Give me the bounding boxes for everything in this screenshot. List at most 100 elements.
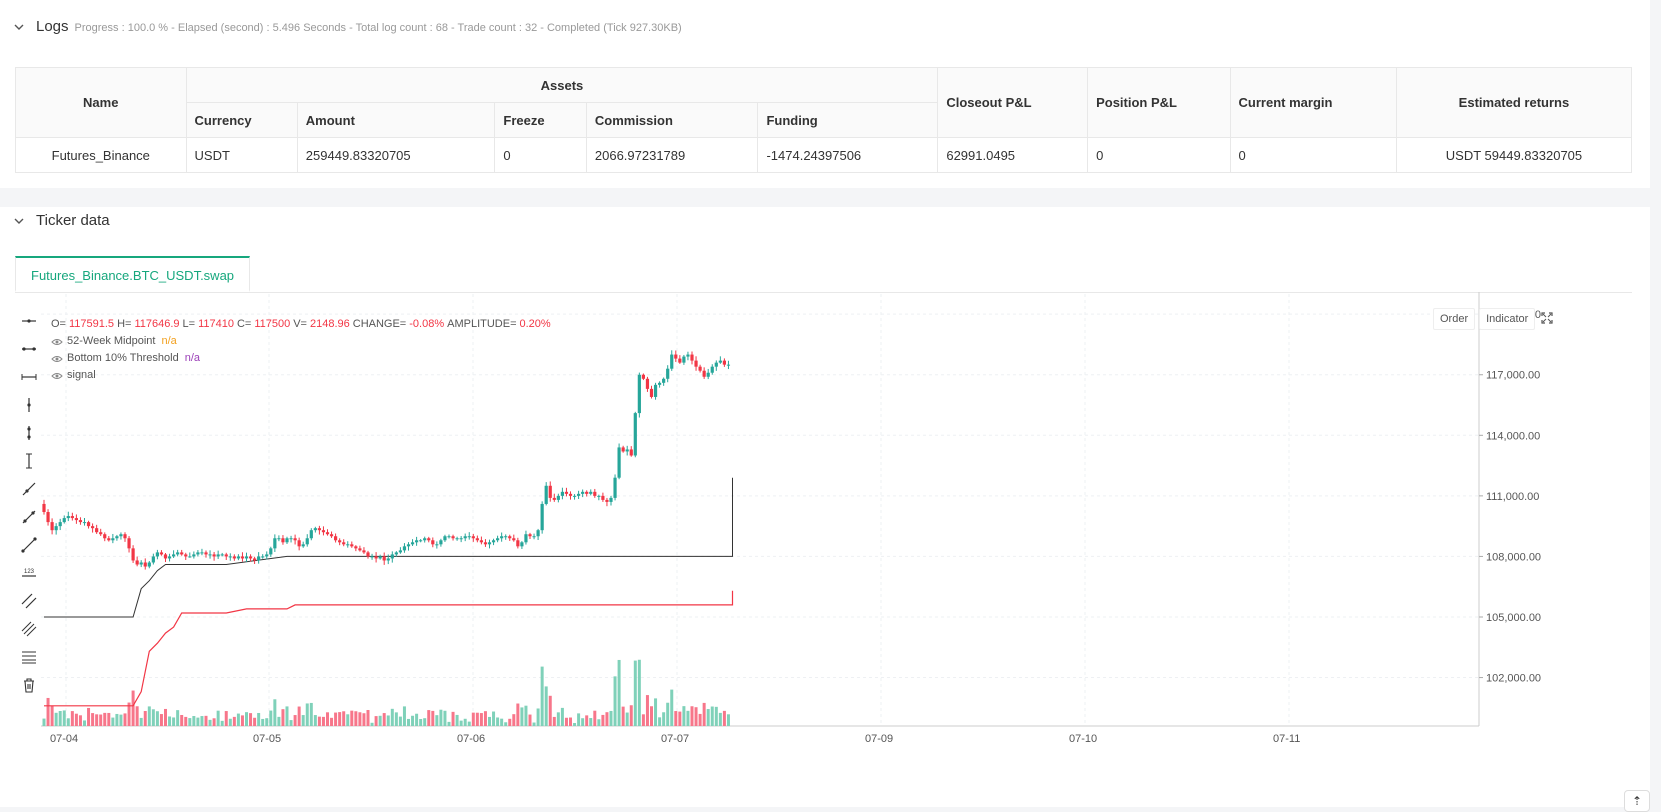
volume-bar <box>143 711 147 726</box>
volume-bar <box>147 706 151 726</box>
volume-bar <box>431 710 435 726</box>
volume-bar <box>726 714 730 726</box>
eye-icon[interactable] <box>51 355 63 363</box>
volume-bar <box>581 718 585 726</box>
candle-body <box>710 366 714 373</box>
volume-bar <box>589 718 593 726</box>
volume-bar <box>496 717 500 726</box>
candle-body <box>629 449 633 456</box>
horizontal-ray-icon[interactable] <box>18 307 40 335</box>
horizontal-line-icon[interactable] <box>18 335 40 363</box>
candle-body <box>329 534 334 537</box>
tab-btc-usdt-swap[interactable]: Futures_Binance.BTC_USDT.swap <box>15 256 251 292</box>
trash-icon[interactable] <box>18 671 40 699</box>
indicator-button[interactable]: Indicator <box>1479 308 1536 330</box>
volume-bar <box>370 722 374 726</box>
volume-bar <box>419 719 423 726</box>
volume-bar <box>362 713 366 726</box>
volume-bar <box>78 715 82 726</box>
col-name: Name <box>15 67 187 138</box>
trend-segment-icon[interactable] <box>18 531 40 559</box>
fullscreen-icon[interactable] <box>1539 308 1555 328</box>
high-label: H= <box>117 318 132 330</box>
candle-body <box>180 552 184 555</box>
volume-bar <box>208 719 212 726</box>
cell-currency: USDT <box>185 137 298 173</box>
pitchfork-icon[interactable] <box>18 615 40 643</box>
x-tick-label: 07-07 <box>661 733 689 745</box>
volume-bar <box>451 711 455 726</box>
candle-body <box>338 540 342 543</box>
volume-bar <box>718 712 722 726</box>
vertical-ray-icon[interactable] <box>18 391 40 419</box>
volume-bar <box>601 714 605 726</box>
volume-bar <box>220 720 224 726</box>
price-label-icon[interactable]: 123 <box>18 559 40 587</box>
candle-body <box>119 534 123 537</box>
parallel-channel-icon[interactable] <box>18 587 40 615</box>
scroll-top-button[interactable]: ⇡ <box>1624 790 1650 812</box>
ticker-title: Ticker data <box>36 212 110 229</box>
volume-bar <box>467 721 471 726</box>
volume-bar <box>228 718 232 726</box>
close-label: C= <box>236 318 252 330</box>
candle-body <box>593 491 597 496</box>
volume-bar <box>394 712 398 726</box>
volume-bar <box>617 659 621 726</box>
volume-bar <box>573 722 577 726</box>
candle-body <box>236 556 240 559</box>
volume-bar <box>115 713 119 726</box>
order-button[interactable]: Order <box>1433 308 1476 330</box>
candle-body <box>390 554 394 559</box>
candlestick-chart[interactable]: 120,000.00117,000.00114,000.00111,000.00… <box>0 207 1650 807</box>
volume-bar <box>528 714 532 726</box>
fib-levels-icon[interactable] <box>18 643 40 671</box>
candle-body <box>86 522 91 527</box>
chevron-down-icon[interactable] <box>14 216 24 226</box>
volume-bar <box>350 710 354 726</box>
ticker-header[interactable]: Ticker data <box>14 212 110 229</box>
volume-bar <box>492 711 496 726</box>
candle-body <box>305 538 309 545</box>
volume-bar <box>176 710 180 726</box>
candle-body <box>645 378 650 389</box>
volume-bar <box>654 698 658 726</box>
chevron-down-icon[interactable] <box>14 22 24 32</box>
trend-ray-icon[interactable] <box>18 475 40 503</box>
volume-bar <box>645 695 649 726</box>
candle-body <box>58 522 62 527</box>
candle-body <box>46 512 50 523</box>
drawing-toolbar: 123 <box>18 307 40 699</box>
eye-icon[interactable] <box>51 338 63 346</box>
cell-current-margin: 0 <box>1229 137 1397 173</box>
volume-bar <box>172 717 176 726</box>
volume-bar <box>613 676 617 726</box>
candle-body <box>70 516 74 519</box>
ohlc-readout: O= 117591.5 H= 117646.9 L= 117410 C= 117500 … <box>51 316 554 333</box>
legend-series-threshold[interactable]: Bottom 10% Threshold n/a <box>51 350 554 367</box>
trend-line-icon[interactable] <box>18 503 40 531</box>
candle-body <box>50 522 54 531</box>
logs-header[interactable]: Logs Progress : 100.0 % - Elapsed (secon… <box>14 18 682 35</box>
eye-icon[interactable] <box>51 372 63 380</box>
candle-body <box>54 526 58 531</box>
volume-bar <box>407 718 410 726</box>
volume-bar <box>107 712 111 726</box>
candle-body <box>415 540 419 543</box>
candle-body <box>91 526 95 529</box>
vertical-segment-icon[interactable] <box>18 447 40 475</box>
legend-series-midpoint[interactable]: 52-Week Midpoint n/a <box>51 333 554 350</box>
candle-body <box>374 556 378 559</box>
candle-body <box>115 536 119 539</box>
volume-bar <box>366 710 370 726</box>
chart-legend: O= 117591.5 H= 117646.9 L= 117410 C= 117500 … <box>51 316 554 384</box>
legend-series-signal[interactable]: signal <box>51 367 554 384</box>
volume-bar <box>710 706 714 726</box>
volume-bar <box>569 717 572 726</box>
candle-body <box>317 528 321 531</box>
volume-bar <box>111 717 115 726</box>
horizontal-segment-icon[interactable] <box>18 363 40 391</box>
cell-position-pnl: 0 <box>1087 137 1231 173</box>
vertical-line-icon[interactable] <box>18 419 40 447</box>
volume-bar <box>204 715 208 726</box>
